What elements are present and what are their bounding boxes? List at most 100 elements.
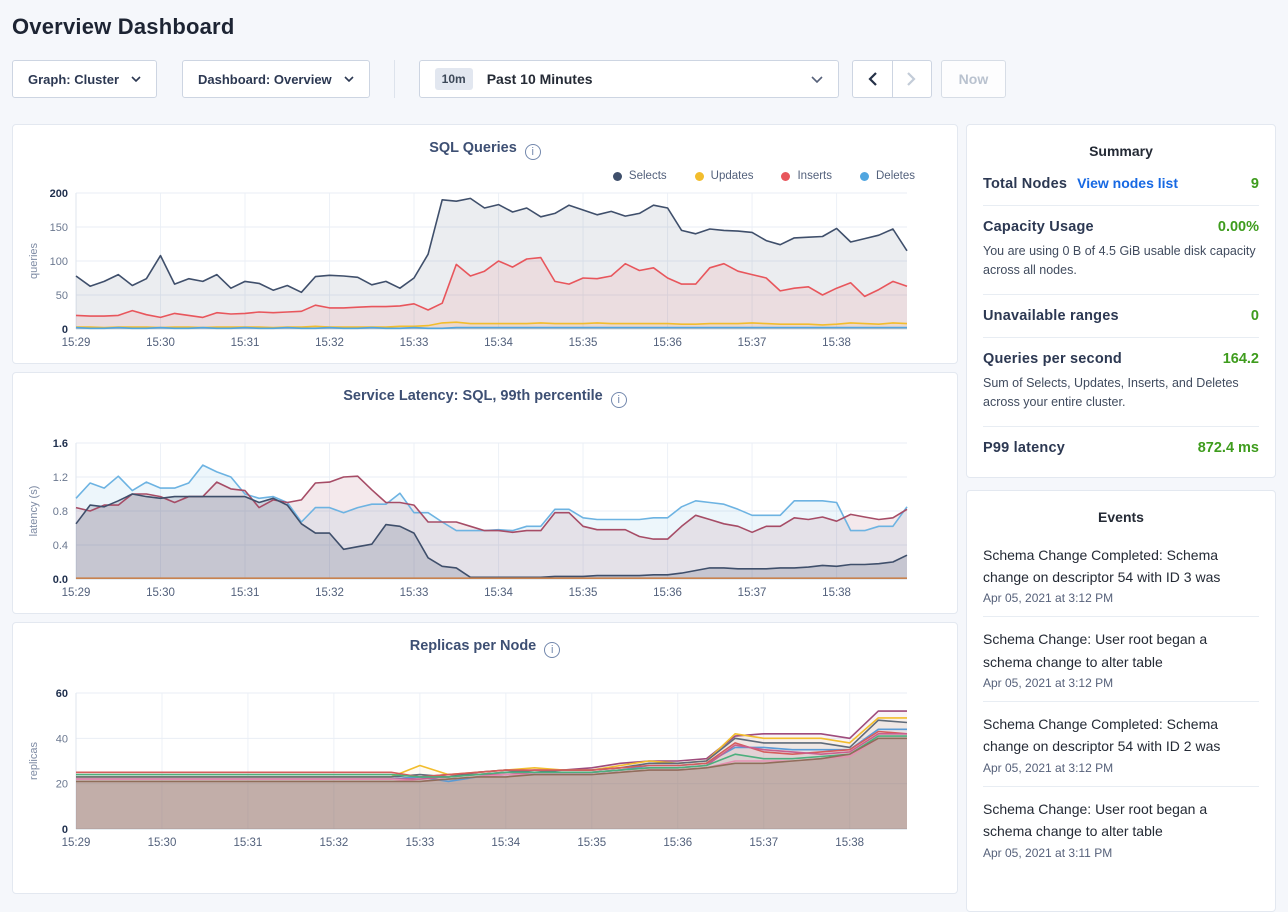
svg-text:15:29: 15:29 — [62, 587, 91, 599]
svg-text:15:32: 15:32 — [320, 837, 349, 849]
now-button[interactable]: Now — [941, 60, 1007, 98]
dashboard-dropdown-label: Dashboard: Overview — [198, 72, 332, 87]
chevron-left-icon — [868, 72, 877, 86]
svg-text:15:38: 15:38 — [822, 337, 851, 349]
svg-text:1.2: 1.2 — [53, 472, 68, 484]
info-icon[interactable] — [544, 642, 560, 658]
graph-dropdown[interactable]: Graph: Cluster — [12, 60, 157, 98]
summary-row-label: Capacity Usage — [983, 219, 1094, 235]
svg-text:15:31: 15:31 — [234, 837, 263, 849]
event-message: Schema Change Completed: Schema change o… — [983, 544, 1259, 589]
summary-row: Unavailable ranges 0 — [983, 295, 1259, 338]
event-item: Schema Change Completed: Schema change o… — [983, 702, 1259, 787]
next-range-button[interactable] — [892, 60, 932, 98]
event-item: Schema Change: User root began a schema … — [983, 787, 1259, 871]
sql-queries-chart[interactable]: 15:2915:3015:3115:3215:3315:3415:3515:36… — [23, 187, 939, 353]
main-content: SQL Queries Selects Updates Inserts Deletes… — [12, 124, 1276, 912]
charts-column: SQL Queries Selects Updates Inserts Deletes… — [12, 124, 958, 894]
svg-text:0: 0 — [62, 824, 68, 836]
svg-text:15:35: 15:35 — [569, 337, 598, 349]
legend-dot-icon — [695, 172, 704, 181]
svg-text:0.4: 0.4 — [53, 540, 68, 552]
graph-dropdown-label: Graph: Cluster — [28, 72, 119, 87]
svg-text:200: 200 — [50, 188, 68, 200]
svg-text:15:29: 15:29 — [62, 837, 91, 849]
svg-text:15:34: 15:34 — [491, 837, 520, 849]
legend-dot-icon — [781, 172, 790, 181]
page-title: Overview Dashboard — [12, 14, 1276, 40]
chevron-down-icon — [131, 76, 141, 82]
summary-row: P99 latency 872.4 ms — [983, 427, 1259, 469]
summary-row: Queries per second 164.2 Sum of Selects,… — [983, 338, 1259, 427]
summary-row-label: Unavailable ranges — [983, 308, 1119, 324]
prev-range-button[interactable] — [852, 60, 892, 98]
chart-legend: Selects Updates Inserts Deletes — [13, 163, 957, 183]
events-list: Schema Change Completed: Schema change o… — [983, 533, 1259, 871]
svg-text:0.0: 0.0 — [53, 574, 68, 586]
time-range-pager — [852, 60, 932, 98]
svg-text:15:34: 15:34 — [484, 587, 513, 599]
svg-text:15:33: 15:33 — [400, 587, 429, 599]
legend-dot-icon — [860, 172, 869, 181]
time-range-picker[interactable]: 10m Past 10 Minutes — [419, 60, 839, 98]
svg-text:15:29: 15:29 — [62, 337, 91, 349]
chart-title-row: SQL Queries — [13, 139, 957, 163]
events-title: Events — [983, 505, 1259, 533]
summary-row-label: Queries per second — [983, 351, 1122, 367]
overview-dashboard-page: Overview Dashboard Graph: Cluster Dashbo… — [0, 14, 1288, 912]
svg-text:15:36: 15:36 — [653, 587, 682, 599]
chart-card-sql-queries: SQL Queries Selects Updates Inserts Deletes… — [12, 124, 958, 364]
event-timestamp: Apr 05, 2021 at 3:12 PM — [983, 761, 1259, 775]
chart-title: Service Latency: SQL, 99th percentile — [343, 388, 603, 404]
event-message: Schema Change Completed: Schema change o… — [983, 713, 1259, 758]
chart-title: Replicas per Node — [410, 638, 537, 654]
event-item: Schema Change Completed: Schema change o… — [983, 533, 1259, 618]
legend-item-updates[interactable]: Updates — [695, 169, 754, 183]
chart-title-row: Service Latency: SQL, 99th percentile — [13, 387, 957, 411]
svg-text:60: 60 — [56, 688, 68, 700]
summary-row-value: 164.2 — [1223, 351, 1259, 367]
toolbar-divider — [394, 60, 395, 98]
summary-rows: Total Nodes View nodes list 9 Capacity U… — [983, 167, 1259, 469]
chevron-right-icon — [907, 72, 916, 86]
svg-text:50: 50 — [56, 290, 68, 302]
svg-text:15:37: 15:37 — [738, 337, 767, 349]
svg-text:15:32: 15:32 — [315, 337, 344, 349]
legend-item-inserts[interactable]: Inserts — [781, 169, 832, 183]
info-icon[interactable] — [525, 144, 541, 160]
legend-dot-icon — [613, 172, 622, 181]
summary-row-value: 0.00% — [1218, 219, 1259, 235]
dashboard-dropdown[interactable]: Dashboard: Overview — [182, 60, 370, 98]
service-latency-chart[interactable]: 15:2915:3015:3115:3215:3315:3415:3515:36… — [23, 437, 939, 603]
legend-item-selects[interactable]: Selects — [613, 169, 667, 183]
svg-text:150: 150 — [50, 222, 68, 234]
svg-text:15:38: 15:38 — [835, 837, 864, 849]
svg-text:15:35: 15:35 — [569, 587, 598, 599]
svg-text:queries: queries — [28, 242, 40, 279]
info-icon[interactable] — [611, 392, 627, 408]
events-card: Events Schema Change Completed: Schema c… — [966, 490, 1276, 912]
svg-text:15:32: 15:32 — [315, 587, 344, 599]
svg-text:15:38: 15:38 — [822, 587, 851, 599]
sidebar: Summary Total Nodes View nodes list 9 Ca… — [966, 124, 1276, 912]
legend-item-deletes[interactable]: Deletes — [860, 169, 915, 183]
summary-title: Summary — [983, 139, 1259, 167]
time-range-badge: 10m — [435, 68, 473, 90]
summary-row-value: 0 — [1251, 308, 1259, 324]
replicas-per-node-chart[interactable]: 15:2915:3015:3115:3215:3315:3415:3515:36… — [23, 687, 939, 853]
summary-row-label: Total Nodes — [983, 176, 1067, 192]
chart-title-row: Replicas per Node — [13, 637, 957, 661]
event-message: Schema Change: User root began a schema … — [983, 628, 1259, 673]
svg-text:15:31: 15:31 — [231, 587, 260, 599]
svg-text:15:30: 15:30 — [146, 337, 175, 349]
svg-text:15:30: 15:30 — [148, 837, 177, 849]
svg-text:latency (s): latency (s) — [28, 486, 40, 537]
svg-text:15:36: 15:36 — [663, 837, 692, 849]
svg-text:replicas: replicas — [28, 742, 40, 780]
chart-title: SQL Queries — [429, 140, 517, 156]
view-nodes-list-link[interactable]: View nodes list — [1077, 175, 1178, 191]
time-range-label: Past 10 Minutes — [487, 71, 811, 87]
summary-row-value: 872.4 ms — [1198, 440, 1259, 456]
svg-text:40: 40 — [56, 733, 68, 745]
svg-text:15:37: 15:37 — [749, 837, 778, 849]
